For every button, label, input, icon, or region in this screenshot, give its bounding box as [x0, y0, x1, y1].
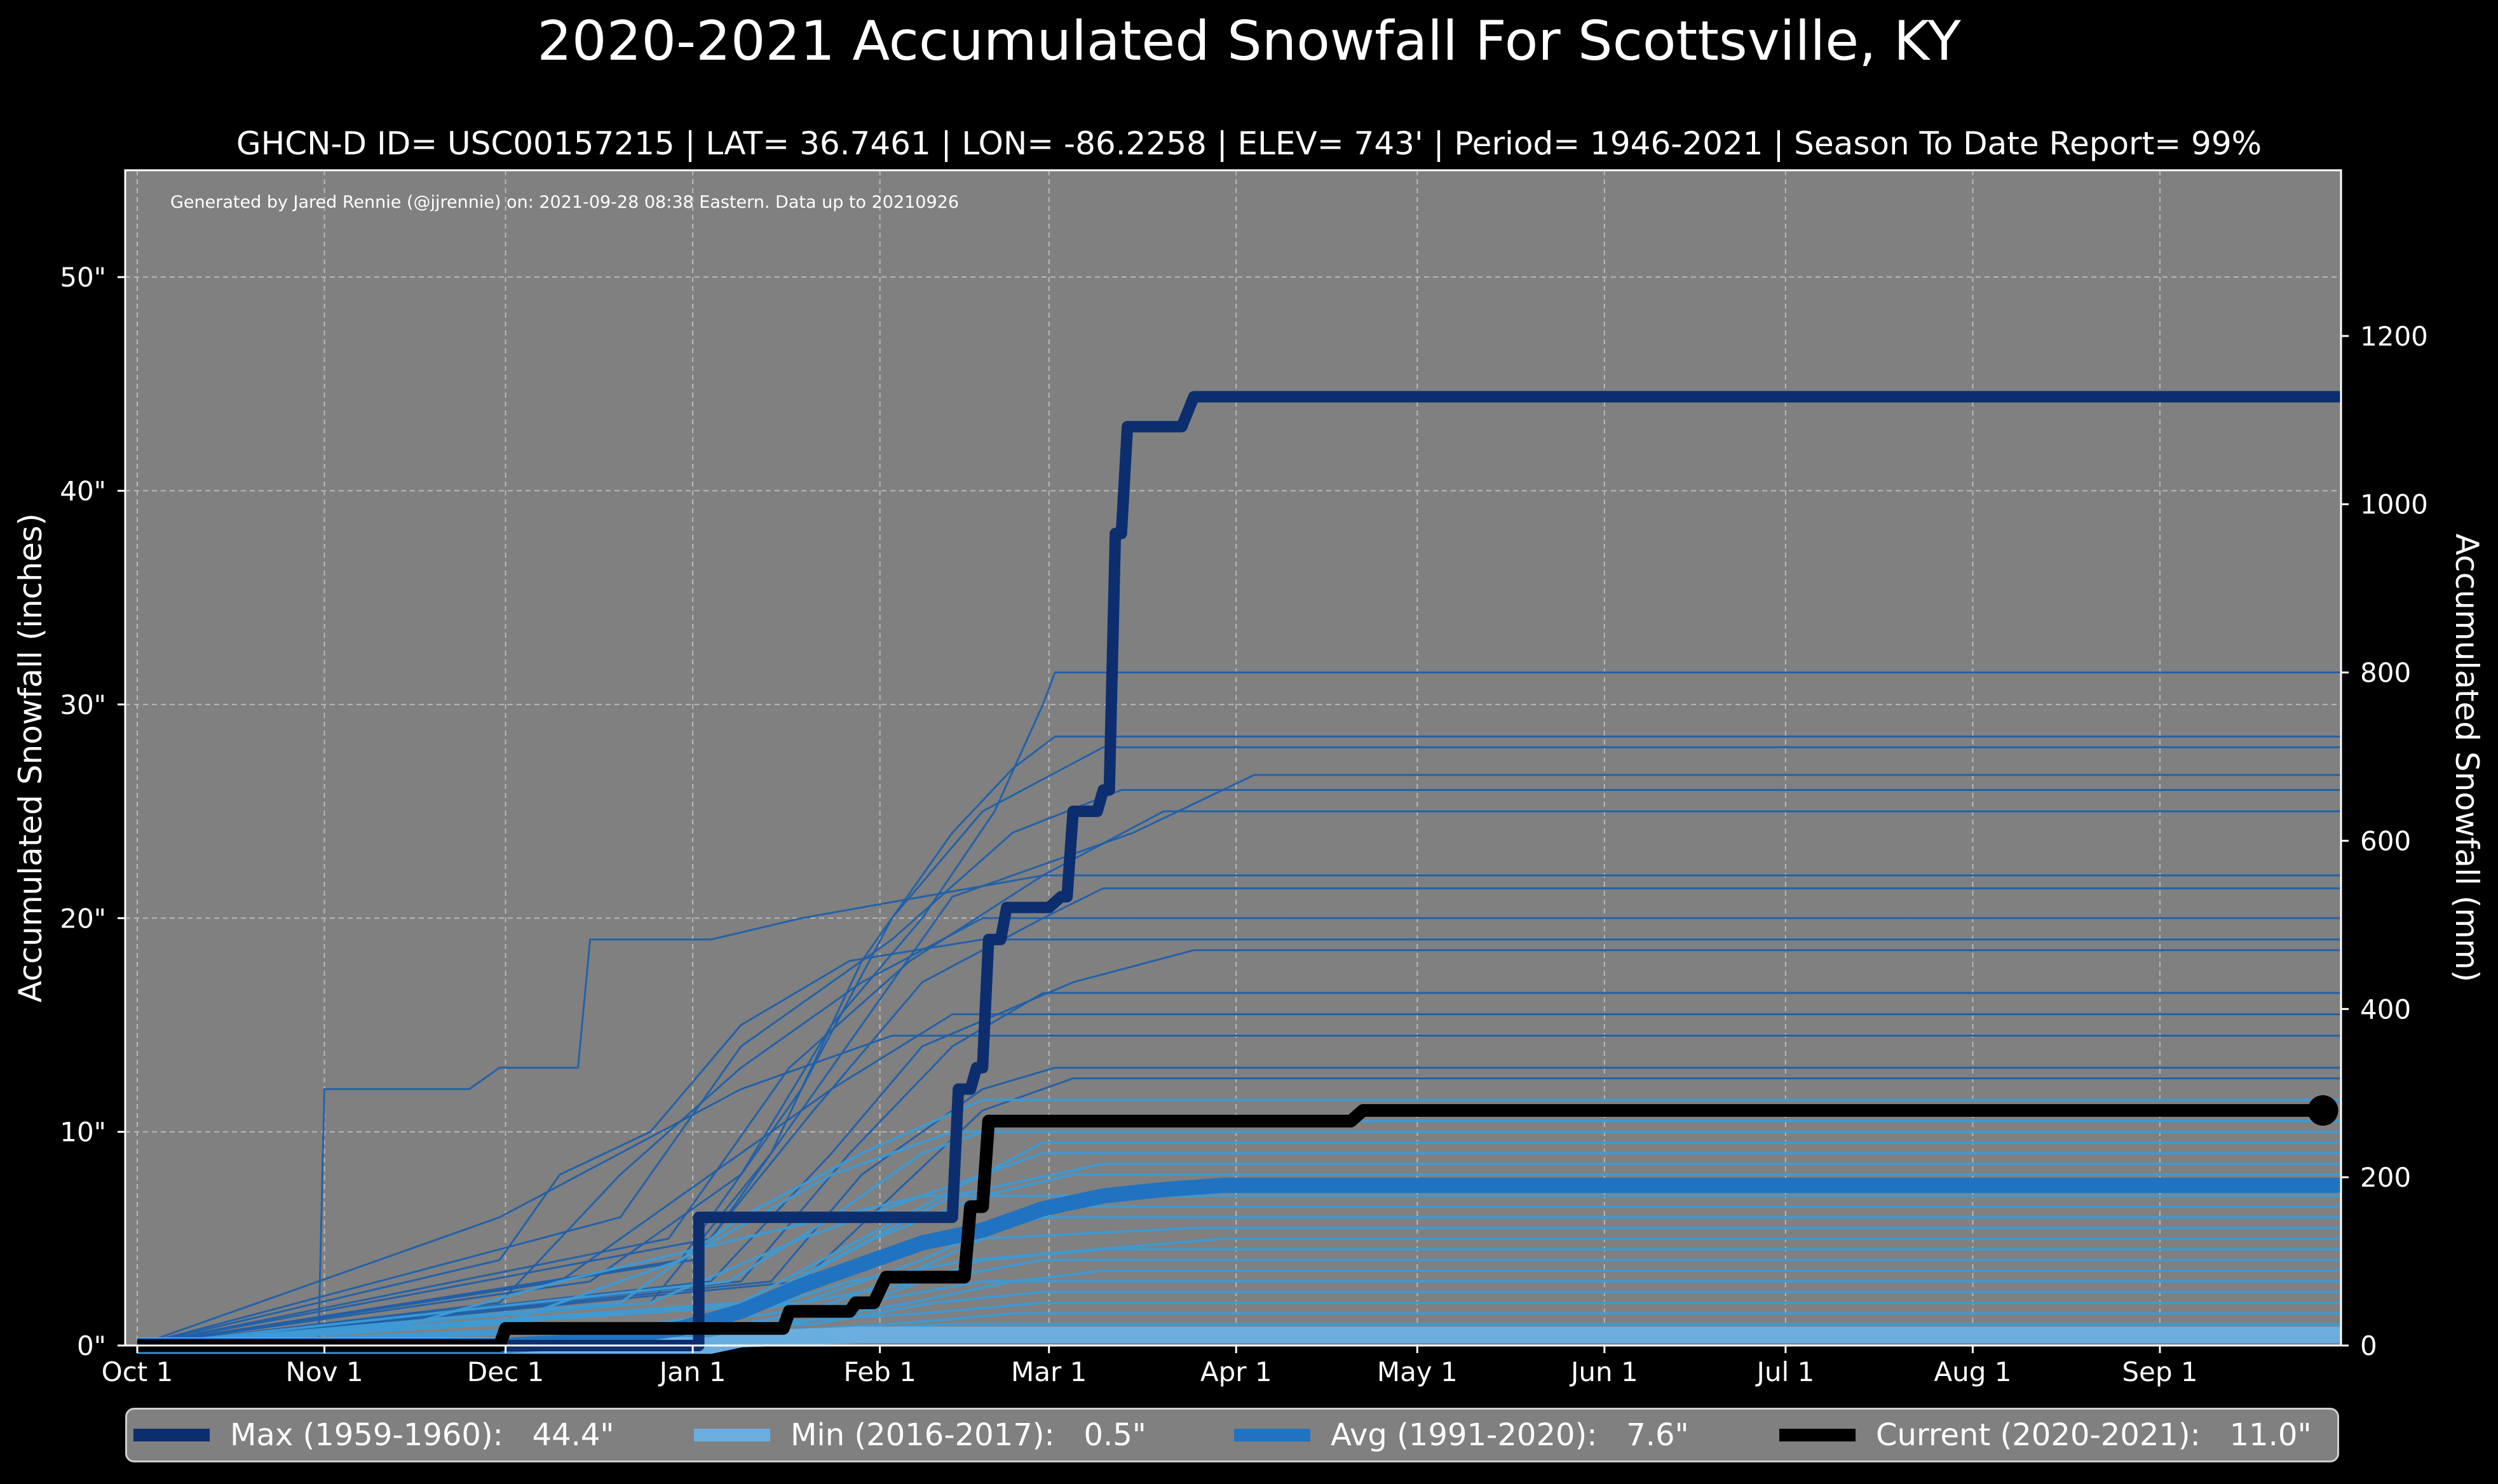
- y-right-tick-label: 1200: [2360, 321, 2428, 352]
- legend-item-current: Current (2020-2021): 11.0": [1779, 1410, 2312, 1460]
- series-line: [137, 1104, 2323, 1352]
- x-tick-label: Feb 1: [843, 1356, 916, 1387]
- credit-text: Generated by Jared Rennie (@jjrennie) on…: [170, 192, 959, 212]
- x-tick-label: Mar 1: [1011, 1356, 1087, 1387]
- x-tick-label: Dec 1: [467, 1356, 544, 1387]
- y-tick-label: 20": [60, 903, 106, 934]
- season-line: [137, 874, 2341, 1347]
- x-tick-label: Jul 1: [1755, 1356, 1814, 1387]
- legend-swatch-current: [1779, 1429, 1856, 1441]
- plot-area: [125, 170, 2341, 1346]
- season-line: [137, 671, 2341, 1347]
- season-line: [137, 887, 2341, 1347]
- plot-frame: [124, 169, 2342, 1347]
- season-line: [137, 1013, 2341, 1347]
- x-tick-label: Apr 1: [1200, 1356, 1272, 1387]
- season-line: [137, 789, 2341, 1347]
- y-right-tick-label: 600: [2360, 825, 2411, 856]
- legend-label-max: Max (1959-1960): 44.4": [230, 1417, 614, 1453]
- x-tick-label: Oct 1: [102, 1356, 173, 1387]
- y-tick-label: 50": [60, 262, 106, 293]
- legend-item-max: Max (1959-1960): 44.4": [133, 1410, 614, 1460]
- legend-item-avg: Avg (1991-2020): 7.6": [1234, 1410, 1689, 1460]
- y-tick-label: 0": [77, 1330, 106, 1361]
- x-tick-label: Nov 1: [286, 1356, 363, 1387]
- x-tick-label: May 1: [1377, 1356, 1458, 1387]
- season-line: [137, 810, 2341, 1347]
- season-line: [137, 949, 2341, 1347]
- season-line: [137, 1067, 2341, 1347]
- historical-seasons: [137, 671, 2341, 1347]
- y-right-tick-label: 0: [2360, 1330, 2377, 1361]
- y-right-tick-label: 200: [2360, 1162, 2411, 1193]
- legend-swatch-min: [694, 1429, 770, 1441]
- y-axis-label: Accumulated Snowfall (inches): [12, 513, 49, 1002]
- y-right-tick-label: 1000: [2360, 489, 2428, 520]
- series-end-marker: [2307, 1095, 2338, 1126]
- y-right-tick-label: 800: [2360, 658, 2411, 689]
- legend-item-min: Min (2016-2017): 0.5": [694, 1410, 1146, 1460]
- y-axis-right: 0 200 400 600 800 1000 1200: [2341, 321, 2428, 1361]
- chart-title: 2020-2021 Accumulated Snowfall For Scott…: [537, 10, 1961, 73]
- season-line: [137, 1077, 2341, 1347]
- legend-swatch-avg: [1234, 1429, 1310, 1441]
- legend-swatch-max: [133, 1429, 210, 1441]
- series-line: [137, 391, 2341, 1351]
- x-tick-label: Jun 1: [1569, 1356, 1638, 1387]
- season-line: [137, 1034, 2341, 1347]
- legend-label-min: Min (2016-2017): 0.5": [791, 1417, 1146, 1453]
- x-tick-label: Sep 1: [2122, 1356, 2197, 1387]
- season-line: [137, 938, 2341, 1347]
- legend-label-avg: Avg (1991-2020): 7.6": [1331, 1417, 1689, 1453]
- y-tick-label: 40": [60, 476, 106, 507]
- chart-subtitle: GHCN-D ID= USC00157215 | LAT= 36.7461 | …: [236, 125, 2262, 162]
- y-right-tick-label: 400: [2360, 994, 2411, 1025]
- y-tick-label: 10": [60, 1117, 106, 1148]
- season-line: [137, 735, 2341, 1347]
- y-tick-label: 30": [60, 689, 106, 720]
- y-axis-label-right: Accumulated Snowfall (mm): [2448, 534, 2485, 982]
- x-tick-label: Jan 1: [658, 1356, 726, 1387]
- legend-label-current: Current (2020-2021): 11.0": [1876, 1417, 2312, 1453]
- x-axis: Oct 1 Nov 1 Dec 1 Jan 1 Feb 1 Mar 1 Apr 1 May 1…: [102, 1346, 2198, 1387]
- legend: Max (1959-1960): 44.4" Min (2016-2017): …: [125, 1408, 2339, 1462]
- x-tick-label: Aug 1: [1934, 1356, 2011, 1387]
- y-axis-left: 0" 10" 20" 30" 40" 50": [60, 262, 125, 1361]
- season-line: [137, 917, 2341, 1347]
- series-line: [137, 1177, 2341, 1353]
